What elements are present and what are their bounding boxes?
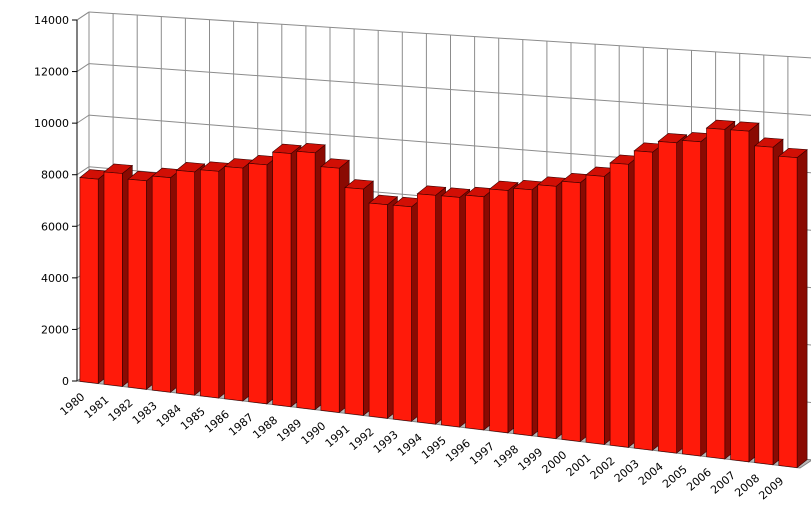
bar-front xyxy=(585,174,605,445)
bar-front xyxy=(344,187,364,416)
bar-front xyxy=(706,127,726,460)
y-tick-label: 4000 xyxy=(41,272,69,285)
y-tick-label: 8000 xyxy=(41,169,69,182)
bar-front xyxy=(224,166,244,402)
bar-front xyxy=(754,145,774,466)
bar-front xyxy=(465,194,485,431)
bar-side xyxy=(796,149,808,469)
bar-front xyxy=(175,170,195,396)
y-tick-label: 2000 xyxy=(41,323,69,336)
bar-front xyxy=(272,151,292,408)
bar-front xyxy=(320,166,340,413)
gridline-side xyxy=(76,63,90,72)
y-tick-label: 12000 xyxy=(34,66,69,79)
bar-front xyxy=(513,187,533,437)
bar-front xyxy=(79,177,99,384)
gridline-side xyxy=(76,166,90,176)
bar-front xyxy=(682,140,702,457)
bar xyxy=(392,196,423,422)
bar-front xyxy=(200,169,220,399)
y-tick-label: 10000 xyxy=(34,117,69,130)
y-tick-label: 6000 xyxy=(41,220,69,233)
bar-front xyxy=(416,193,436,425)
bar-front xyxy=(151,175,171,393)
x-axis-ticks: 1980198119821983198419851986198719881989… xyxy=(58,390,787,502)
bar-front xyxy=(296,151,316,410)
bar-front xyxy=(609,162,629,448)
bar-front xyxy=(778,155,798,468)
bar-front xyxy=(368,202,388,419)
bar-front xyxy=(127,178,147,390)
bar-front xyxy=(730,129,750,463)
y-tick-label: 14000 xyxy=(34,14,69,27)
chart-bars xyxy=(79,119,808,469)
bar-front xyxy=(633,150,653,451)
y-axis-ticks: 0 2000 4000 6000 8000 10000 12000 14000 xyxy=(34,14,78,388)
bar-front xyxy=(657,141,677,454)
x-tick-label: 2009 xyxy=(756,474,786,502)
gridline-side xyxy=(76,11,90,21)
bar-front xyxy=(561,180,581,442)
bar xyxy=(778,147,808,469)
bar-front xyxy=(248,162,268,405)
bar-front xyxy=(103,171,123,387)
bar-front xyxy=(392,204,412,422)
bar-front xyxy=(537,184,557,439)
bar-front xyxy=(489,188,509,434)
gridline-side xyxy=(76,114,90,124)
y-tick-label: 0 xyxy=(62,375,69,388)
bar-front xyxy=(441,195,461,428)
